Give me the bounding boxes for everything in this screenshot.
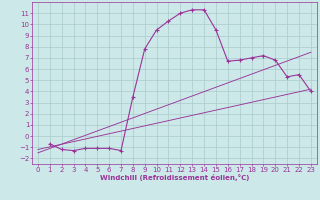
X-axis label: Windchill (Refroidissement éolien,°C): Windchill (Refroidissement éolien,°C) [100,174,249,181]
